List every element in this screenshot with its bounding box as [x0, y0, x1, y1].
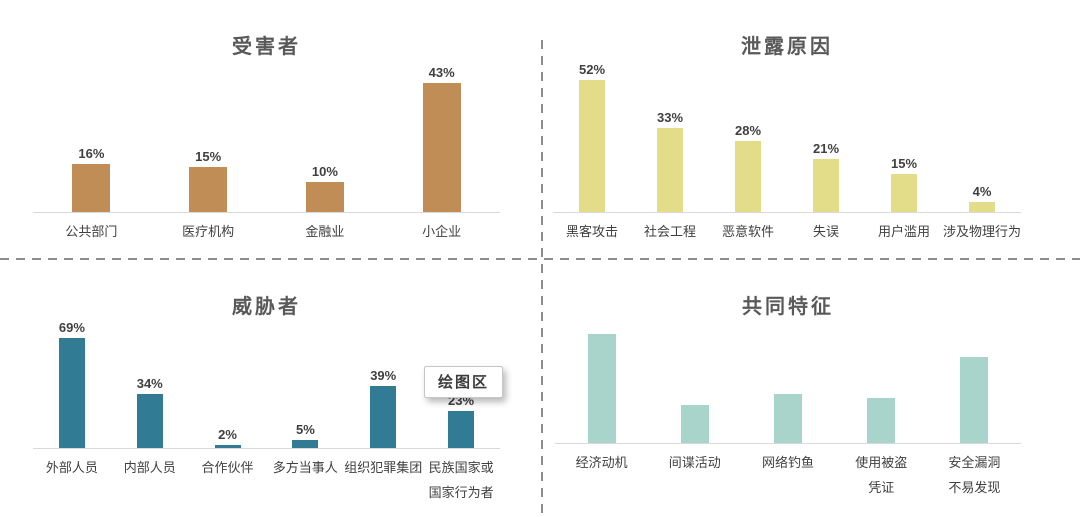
bar-column [555, 320, 648, 443]
value-label: 28% [734, 122, 762, 138]
bar[interactable] [370, 386, 397, 448]
bar[interactable] [657, 128, 683, 212]
category-label: 使用被盗 凭证 [855, 455, 908, 496]
category-label: 涉及物理行为 [943, 224, 1022, 239]
bar-column [741, 320, 834, 443]
bar[interactable] [58, 338, 85, 448]
bar-column: 34% [111, 318, 189, 448]
value-label: 4% [972, 183, 992, 199]
bar-column: 39% [344, 318, 422, 448]
category-label: 失误 [812, 224, 839, 239]
value-label: 10% [311, 163, 338, 179]
bar[interactable] [305, 182, 344, 212]
chart-common-traits: 共同特征 经济动机 间谍活动 网络钓鱼 使用被盗 凭证 安全漏洞 不易发现 [555, 260, 1021, 517]
bar-column: 2% [189, 318, 267, 448]
value-label: 15% [195, 148, 222, 164]
chart-threat-actors: 威胁者 69% 34% 2% 5% 39% 23% 外部人员 内部人员 合作伙伴 多方当事人 组织… [33, 260, 500, 517]
bar[interactable] [214, 445, 241, 448]
chart-title[interactable]: 受害者 [232, 36, 301, 58]
category-label: 黑客攻击 [565, 224, 618, 239]
bar[interactable] [891, 174, 917, 212]
category-label: 医疗机构 [182, 224, 235, 239]
value-label: 15% [890, 155, 918, 171]
bar-column: 21% [787, 60, 865, 212]
bar[interactable] [969, 202, 995, 212]
bar-column: 4% [943, 60, 1021, 212]
category-label: 小企业 [422, 224, 462, 239]
plot-area-tooltip: 绘图区 [424, 366, 504, 398]
bar-column [928, 320, 1021, 443]
value-label: 52% [578, 61, 606, 77]
category-label: 安全漏洞 不易发现 [948, 455, 1001, 496]
category-label: 恶意软件 [721, 224, 774, 239]
bar-column: 16% [33, 60, 150, 212]
category-label: 合作伙伴 [201, 460, 254, 475]
chart-title[interactable]: 泄露原因 [741, 36, 833, 58]
value-label: 34% [136, 375, 163, 391]
quadrant-divider-vertical [541, 40, 543, 517]
bar[interactable] [579, 80, 605, 212]
bar[interactable] [189, 167, 228, 212]
bar-column: 52% [553, 60, 631, 212]
bar[interactable] [867, 398, 896, 443]
category-label: 社会工程 [643, 224, 696, 239]
bar-column: 69% [33, 318, 111, 448]
chart-leak-causes: 泄露原因 52% 33% 28% 21% 15% 4% 黑客攻击 社会工程 恶意软件 失误 用户滥… [553, 0, 1021, 258]
bar[interactable] [422, 83, 461, 212]
bar[interactable] [292, 440, 319, 448]
category-label: 经济动机 [575, 455, 628, 470]
category-label: 内部人员 [123, 460, 176, 475]
bar-column [835, 320, 928, 443]
chart-title[interactable]: 共同特征 [742, 296, 834, 318]
value-label: 21% [812, 140, 840, 156]
value-label: 33% [656, 109, 684, 125]
value-label: 2% [218, 426, 237, 442]
category-axis: 经济动机 间谍活动 网络钓鱼 使用被盗 凭证 安全漏洞 不易发现 [555, 450, 1021, 501]
category-axis: 公共部门 医疗机构 金融业 小企业 [33, 219, 500, 244]
value-label: 16% [78, 145, 105, 161]
value-label: 43% [428, 64, 455, 80]
plot-area[interactable] [555, 320, 1021, 444]
bar[interactable] [680, 405, 709, 443]
category-label: 民族国家或 国家行为者 [428, 460, 494, 501]
plot-area[interactable]: 69% 34% 2% 5% 39% 23% [33, 318, 500, 449]
value-label: 5% [296, 421, 315, 437]
bar[interactable] [735, 141, 761, 212]
bar-column: 15% [150, 60, 267, 212]
bar-column: 10% [267, 60, 384, 212]
category-label: 外部人员 [45, 460, 98, 475]
bar[interactable] [136, 394, 163, 448]
value-label: 69% [58, 319, 85, 335]
quadrant-divider-horizontal [0, 258, 1080, 260]
bar[interactable] [774, 394, 802, 443]
bar-column: 15% [865, 60, 943, 212]
plot-area[interactable]: 52% 33% 28% 21% 15% 4% [553, 60, 1021, 213]
value-label: 39% [370, 367, 397, 383]
category-axis: 外部人员 内部人员 合作伙伴 多方当事人 组织犯罪集团 民族国家或 国家行为者 [33, 455, 500, 506]
bar-column: 28% [709, 60, 787, 212]
category-label: 多方当事人 [272, 460, 338, 475]
chart-victims: 受害者 16% 15% 10% 43% 公共部门 医疗机构 金融业 小企业 [33, 0, 500, 258]
bar-column: 43% [383, 60, 500, 212]
bar[interactable] [72, 164, 111, 212]
bar[interactable] [448, 411, 475, 448]
category-label: 用户滥用 [877, 224, 930, 239]
bar-column [648, 320, 741, 443]
category-axis: 黑客攻击 社会工程 恶意软件 失误 用户滥用 涉及物理行为 [553, 219, 1021, 244]
category-label: 公共部门 [65, 224, 118, 239]
bar[interactable] [587, 334, 616, 443]
category-label: 金融业 [305, 224, 345, 239]
category-label: 组织犯罪集团 [344, 460, 423, 475]
plot-area[interactable]: 16% 15% 10% 43% [33, 60, 500, 213]
chart-title[interactable]: 威胁者 [232, 296, 301, 318]
bar-column: 33% [631, 60, 709, 212]
bar[interactable] [813, 159, 839, 212]
bar[interactable] [960, 357, 989, 443]
category-label: 间谍活动 [668, 455, 721, 470]
bar-column: 5% [266, 318, 344, 448]
category-label: 网络钓鱼 [762, 455, 815, 470]
